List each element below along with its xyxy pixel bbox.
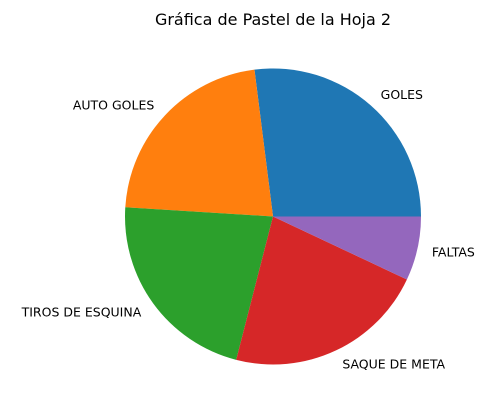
pie-slice-faltas: [273, 216, 421, 280]
pie-label-goles: GOLES: [381, 87, 423, 102]
pie-label-faltas: FALTAS: [432, 245, 475, 260]
pie-slice-goles: [254, 68, 421, 217]
pie-slices: [124, 68, 421, 365]
chart-title: Gráfica de Pastel de la Hoja 2: [155, 10, 391, 29]
pie-label-saque-de-meta: SAQUE DE META: [342, 356, 445, 371]
pie-slice-auto-goles: [125, 69, 273, 217]
pie-label-auto-goles: AUTO GOLES: [73, 98, 155, 113]
pie-label-tiros-de-esquina: TIROS DE ESQUINA: [21, 305, 142, 320]
pie-labels: GOLES AUTO GOLES TIROS DE ESQUINA SAQUE DE …: [21, 87, 475, 371]
pie-slice-tiros-de-esquina: [124, 207, 273, 360]
pie-slice-saque-de-meta: [236, 216, 407, 365]
